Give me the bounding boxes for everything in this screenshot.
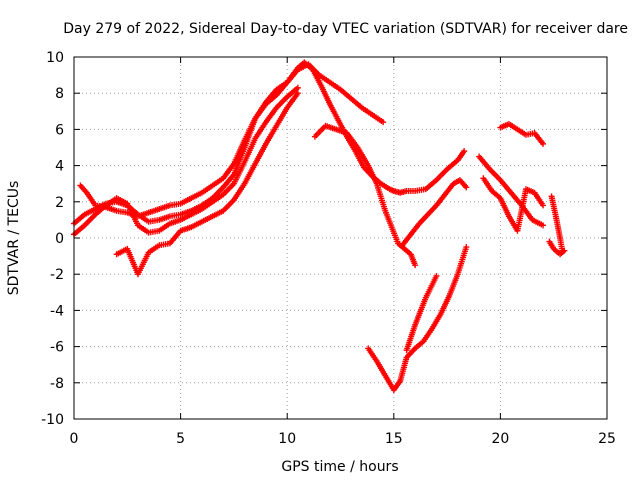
series-track-13 bbox=[546, 238, 568, 258]
x-tick-label: 10 bbox=[278, 431, 296, 447]
data-point-marker bbox=[463, 184, 470, 191]
data-point-marker bbox=[561, 247, 568, 254]
chart-title: Day 279 of 2022, Sidereal Day-to-day VTE… bbox=[63, 21, 628, 37]
y-tick-label: 2 bbox=[55, 195, 64, 211]
x-tick-label: 15 bbox=[385, 431, 403, 447]
series-track-12 bbox=[548, 193, 566, 254]
series-track-4 bbox=[113, 90, 301, 278]
y-tick-label: 8 bbox=[55, 86, 64, 102]
y-tick-label: -4 bbox=[50, 303, 64, 319]
series-track-10 bbox=[480, 175, 547, 234]
data-point-marker bbox=[463, 244, 470, 251]
data-point-marker bbox=[461, 148, 468, 155]
data-point-marker bbox=[294, 84, 301, 91]
data-point-marker bbox=[540, 202, 547, 209]
series-track-7 bbox=[365, 244, 470, 394]
y-tick-label: 10 bbox=[46, 50, 64, 66]
x-tick-label: 5 bbox=[176, 431, 185, 447]
plot-frame bbox=[73, 56, 608, 420]
data-point-marker bbox=[433, 273, 440, 280]
x-axis-label: GPS time / hours bbox=[281, 459, 398, 475]
series-track-3 bbox=[77, 61, 387, 220]
data-point-marker bbox=[540, 222, 547, 229]
data-point-marker bbox=[540, 140, 547, 147]
y-tick-label: 4 bbox=[55, 159, 64, 175]
data-points bbox=[71, 59, 568, 394]
data-point-marker bbox=[294, 90, 301, 97]
y-tick-label: 6 bbox=[55, 122, 64, 138]
axis-ticks: 0 5 10 15 20 25 -10 -8 -6 -4 -2 0 2 4 6 8 10 bbox=[41, 50, 616, 447]
y-tick-label: -10 bbox=[41, 412, 64, 428]
y-tick-label: -6 bbox=[50, 340, 64, 356]
y-tick-label: 0 bbox=[55, 231, 64, 247]
grid-lines bbox=[74, 57, 607, 419]
x-tick-label: 0 bbox=[70, 431, 79, 447]
series-track-6 bbox=[399, 177, 470, 249]
x-tick-label: 20 bbox=[491, 431, 509, 447]
y-axis-label: SDTVAR / TECUs bbox=[6, 181, 22, 296]
x-tick-label: 25 bbox=[598, 431, 616, 447]
data-point-marker bbox=[380, 119, 387, 126]
series-track-11 bbox=[497, 120, 547, 147]
series-track-8 bbox=[403, 273, 440, 354]
y-tick-label: -8 bbox=[50, 376, 64, 392]
data-point-marker bbox=[412, 262, 419, 269]
y-tick-label: -2 bbox=[50, 267, 64, 283]
